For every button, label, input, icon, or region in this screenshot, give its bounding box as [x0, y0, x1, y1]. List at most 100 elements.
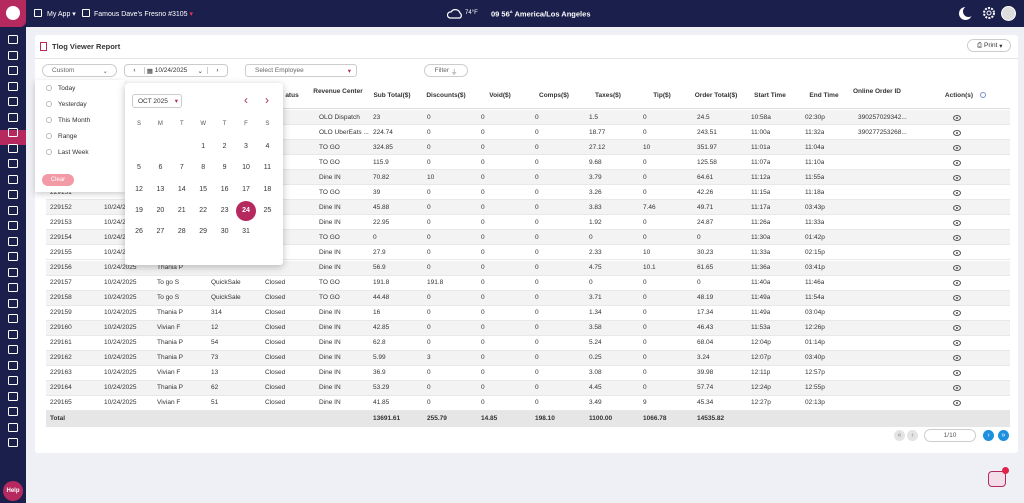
- calendar-day[interactable]: 23: [217, 207, 233, 215]
- nav-icon[interactable]: [8, 330, 18, 339]
- calendar-day[interactable]: 16: [217, 186, 233, 194]
- nav-icon[interactable]: [8, 283, 18, 292]
- range-select[interactable]: Custom⌄: [42, 64, 117, 77]
- range-option[interactable]: Range: [58, 133, 77, 141]
- radio[interactable]: [46, 149, 52, 155]
- filter-button[interactable]: Filter ⏚: [424, 64, 468, 77]
- calendar-day[interactable]: 27: [152, 228, 168, 236]
- radio[interactable]: [46, 133, 52, 139]
- calendar-day[interactable]: 15: [195, 186, 211, 194]
- nav-icon[interactable]: [8, 51, 18, 60]
- store-menu[interactable]: Famous Dave's Fresno #3105 ▾: [94, 10, 193, 18]
- calendar-day[interactable]: 3: [238, 143, 254, 151]
- column-header[interactable]: End Time: [797, 92, 851, 100]
- nav-icon[interactable]: [8, 345, 18, 354]
- prev-date[interactable]: ‹: [125, 67, 145, 74]
- calendar-day[interactable]: 28: [174, 228, 190, 236]
- calendar-day[interactable]: 25: [259, 207, 275, 215]
- employee-select[interactable]: Select Employee▾: [245, 64, 357, 77]
- nav-icon[interactable]: [8, 299, 18, 308]
- column-header[interactable]: Revenue Center: [311, 88, 365, 96]
- nav-icon[interactable]: [8, 423, 18, 432]
- calendar-day[interactable]: 17: [238, 186, 254, 194]
- calendar-day[interactable]: 26: [131, 228, 147, 236]
- column-header[interactable]: Start Time: [743, 92, 797, 100]
- view-action[interactable]: [953, 265, 961, 271]
- nav-icon[interactable]: [8, 66, 18, 75]
- view-action[interactable]: [953, 205, 961, 211]
- logo[interactable]: [0, 0, 26, 27]
- column-header[interactable]: Comps($): [527, 92, 581, 100]
- calendar-day[interactable]: 8: [195, 164, 211, 172]
- nav-icon[interactable]: [8, 144, 18, 153]
- column-header[interactable]: Tip($): [635, 92, 689, 100]
- calendar-day[interactable]: 24: [238, 207, 254, 215]
- calendar-day[interactable]: 21: [174, 207, 190, 215]
- nav-icon[interactable]: [8, 190, 18, 199]
- nav-icon[interactable]: [8, 252, 18, 261]
- nav-icon[interactable]: [8, 361, 18, 370]
- month-select[interactable]: OCT 2025▾: [132, 94, 182, 108]
- search-icon[interactable]: [980, 92, 986, 98]
- radio[interactable]: [46, 85, 52, 91]
- column-header[interactable]: Order Total($): [689, 92, 743, 100]
- avatar[interactable]: [1001, 6, 1016, 21]
- page-nav[interactable]: ›: [983, 430, 994, 441]
- nav-icon[interactable]: [8, 159, 18, 168]
- calendar-day[interactable]: 14: [174, 186, 190, 194]
- calendar-day[interactable]: 29: [195, 228, 211, 236]
- page-nav[interactable]: »: [998, 430, 1009, 441]
- calendar-day[interactable]: 11: [259, 164, 275, 172]
- nav-icon[interactable]: [8, 314, 18, 323]
- calendar-day[interactable]: 31: [238, 228, 254, 236]
- range-option[interactable]: Yesterday: [58, 101, 87, 109]
- view-action[interactable]: [953, 220, 961, 226]
- app-menu[interactable]: My App ▾: [47, 10, 76, 18]
- calendar-day[interactable]: 7: [174, 164, 190, 172]
- calendar-day[interactable]: 6: [152, 164, 168, 172]
- chat-button[interactable]: [988, 471, 1006, 487]
- nav-icon[interactable]: [8, 35, 18, 44]
- date-picker[interactable]: ‹ ▦ 10/24/2025⌄›: [124, 64, 228, 77]
- nav-icon[interactable]: [8, 221, 18, 230]
- nav-icon[interactable]: [8, 82, 18, 91]
- radio[interactable]: [46, 117, 52, 123]
- theme-toggle[interactable]: [959, 7, 972, 20]
- settings-icon[interactable]: [982, 6, 996, 20]
- calendar-day[interactable]: 19: [131, 207, 147, 215]
- nav-icon[interactable]: [8, 376, 18, 385]
- view-action[interactable]: [953, 115, 961, 121]
- view-action[interactable]: [953, 160, 961, 166]
- calendar-day[interactable]: 22: [195, 207, 211, 215]
- view-action[interactable]: [953, 280, 961, 286]
- help-button[interactable]: Help: [3, 481, 23, 501]
- calendar-day[interactable]: 12: [131, 186, 147, 194]
- calendar-day[interactable]: 2: [217, 143, 233, 151]
- calendar-day[interactable]: 5: [131, 164, 147, 172]
- range-option[interactable]: Today: [58, 85, 75, 93]
- column-header[interactable]: Online Order ID: [850, 88, 904, 96]
- nav-icon[interactable]: [8, 128, 18, 137]
- nav-icon[interactable]: [8, 237, 18, 246]
- calendar-day[interactable]: 20: [152, 207, 168, 215]
- view-action[interactable]: [953, 130, 961, 136]
- page-nav[interactable]: «: [894, 430, 905, 441]
- nav-icon[interactable]: [8, 206, 18, 215]
- column-header[interactable]: Discounts($): [419, 92, 473, 100]
- calendar-day[interactable]: 4: [259, 143, 275, 151]
- nav-icon[interactable]: [8, 113, 18, 122]
- next-month[interactable]: ›: [265, 93, 269, 107]
- nav-icon[interactable]: [8, 175, 18, 184]
- print-button[interactable]: ⎙ Print ▾: [967, 39, 1011, 52]
- range-option[interactable]: Last Week: [58, 149, 89, 157]
- calendar-day[interactable]: 10: [238, 164, 254, 172]
- nav-icon[interactable]: [8, 392, 18, 401]
- calendar-day[interactable]: 18: [259, 186, 275, 194]
- nav-icon[interactable]: [8, 438, 18, 447]
- page-nav[interactable]: ‹: [907, 430, 918, 441]
- calendar-day[interactable]: 9: [217, 164, 233, 172]
- column-header[interactable]: Void($): [473, 92, 527, 100]
- view-action[interactable]: [953, 235, 961, 241]
- calendar-day[interactable]: 13: [152, 186, 168, 194]
- clear-button[interactable]: Clear: [42, 174, 74, 186]
